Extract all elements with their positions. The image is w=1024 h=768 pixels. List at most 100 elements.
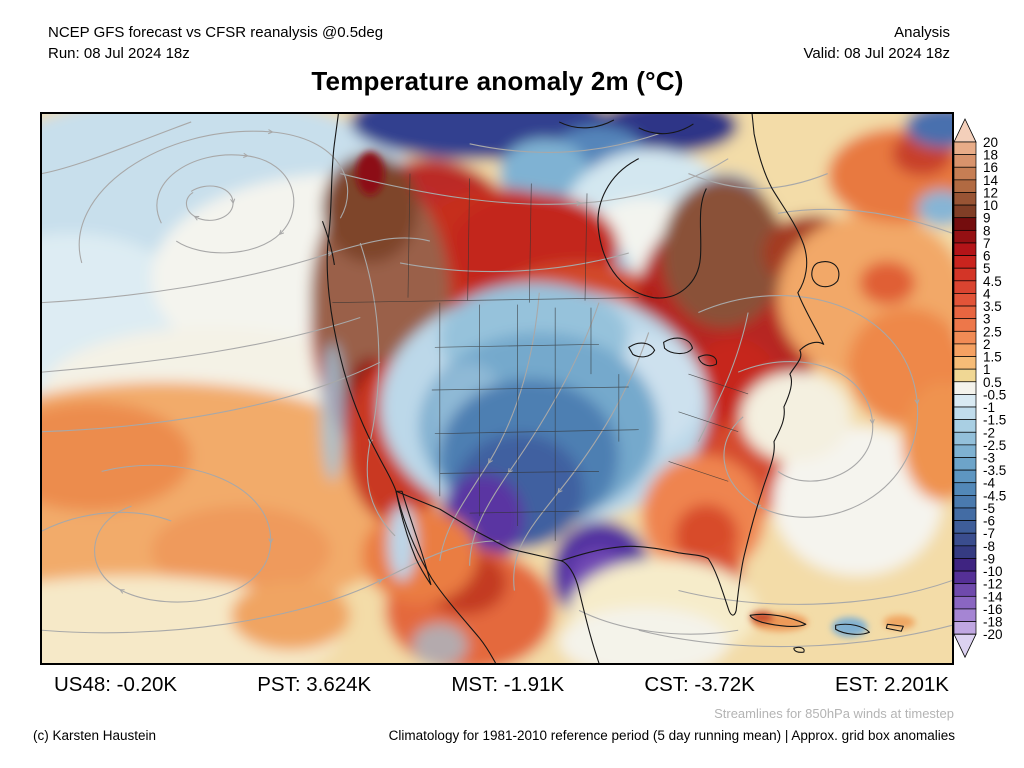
colorbar-segment: [953, 267, 977, 282]
colorbar-label: -0.5: [983, 387, 1006, 402]
stat-est: EST: 2.201K: [835, 673, 949, 696]
streamlines-note: Streamlines for 850hPa winds at timestep: [714, 706, 954, 721]
colorbar-segment: [953, 166, 977, 181]
colorbar-label: -3: [983, 451, 995, 466]
colorbar-segment: [953, 280, 977, 294]
colorbar-label: 3: [983, 312, 991, 327]
colorbar-label: -10: [983, 564, 1003, 579]
colorbar-segment: [953, 154, 977, 168]
streamlines: [42, 121, 952, 648]
state-borders: [332, 173, 749, 541]
colorbar-segment: [953, 583, 977, 597]
colorbar-label: -3.5: [983, 463, 1006, 478]
colorbar-label: 9: [983, 211, 991, 226]
colorbar-label: 4: [983, 286, 991, 301]
climatology-note: Climatology for 1981-2010 reference peri…: [388, 728, 955, 743]
colorbar-segment: [953, 368, 977, 383]
colorbar-segment: [953, 141, 977, 155]
colorbar-segment: [953, 242, 977, 256]
temperature-anomaly-map: [42, 114, 952, 663]
colorbar-segment: [953, 495, 977, 509]
colorbar-segment: [953, 406, 977, 420]
colorbar-label: 1.5: [983, 350, 1002, 365]
colorbar-label: 0.5: [983, 375, 1002, 390]
colorbar-label: 14: [983, 173, 999, 188]
stat-cst: CST: -3.72K: [644, 673, 755, 696]
colorbar-label: -1.5: [983, 413, 1006, 428]
stat-pst: PST: 3.624K: [257, 673, 372, 696]
colorbar-segment: [953, 394, 977, 408]
colorbar-label: 16: [983, 160, 998, 175]
colorbar-segment: [953, 482, 977, 496]
colorbar-segment: [953, 431, 977, 446]
map-frame: [40, 112, 954, 665]
colorbar-label: 10: [983, 198, 998, 213]
colorbar-segment: [953, 229, 977, 244]
colorbar-segment: [953, 595, 977, 610]
analysis-label: Analysis: [894, 24, 950, 41]
colorbar-segment: [953, 532, 977, 547]
colorbar-label: 12: [983, 185, 998, 200]
colorbar-label: -4.5: [983, 488, 1006, 503]
colorbar-label: 4.5: [983, 274, 1002, 289]
colorbar-segment: [953, 305, 977, 320]
valid-info: Valid: 08 Jul 2024 18z: [803, 45, 951, 62]
colorbar-segment: [953, 179, 977, 193]
colorbar-label: -20: [983, 627, 1003, 642]
copyright: (c) Karsten Haustein: [33, 728, 157, 743]
colorbar-segment: [953, 330, 977, 345]
colorbar-segment: [953, 192, 977, 206]
run-info: Run: 08 Jul 2024 18z: [48, 45, 190, 62]
colorbar-segment: [953, 356, 977, 370]
colorbar-label: -5: [983, 501, 995, 516]
colorbar-triangle-top: [953, 118, 977, 143]
colorbar-label: -16: [983, 602, 1003, 617]
colorbar-segment: [953, 520, 977, 534]
colorbar-segment: [953, 457, 977, 471]
colorbar-segment: [953, 204, 977, 219]
colorbar-label: -9: [983, 551, 995, 566]
colorbar-label: -14: [983, 589, 1003, 604]
colorbar-segment: [953, 318, 977, 332]
colorbar-label: -4: [983, 476, 995, 491]
header-right: Analysis Valid: 08 Jul 2024 18z: [804, 22, 951, 64]
colorbar-segment: [953, 343, 977, 357]
colorbar: 201816141210987654.543.532.521.510.5-0.5…: [953, 118, 1006, 659]
colorbar-segment: [953, 217, 977, 231]
stat-us48: US48: -0.20K: [54, 673, 178, 696]
colorbar-label: 2: [983, 337, 991, 352]
colorbar-segment: [953, 255, 977, 269]
colorbar-segment: [953, 621, 977, 635]
page-title: Temperature anomaly 2m (°C): [311, 66, 684, 96]
colorbar-segment: [953, 381, 977, 395]
colorbar-label: -2.5: [983, 438, 1006, 453]
colorbar-label: -7: [983, 526, 995, 541]
colorbar-label: 2.5: [983, 324, 1002, 339]
colorbar-segment: [953, 444, 977, 458]
colorbar-label: 3.5: [983, 299, 1002, 314]
colorbar-label: 7: [983, 236, 991, 251]
colorbar-triangle-bottom: [953, 633, 977, 659]
model-info: NCEP GFS forecast vs CFSR reanalysis @0.…: [48, 24, 384, 41]
colorbar-segment: [953, 570, 977, 585]
colorbar-label: -18: [983, 615, 1003, 630]
colorbar-label: 1: [983, 362, 991, 377]
region-stats: US48: -0.20K PST: 3.624K MST: -1.91K CST…: [40, 673, 955, 697]
coastlines: [321, 114, 904, 663]
colorbar-label: 6: [983, 249, 991, 264]
colorbar-segment: [953, 558, 977, 572]
colorbar-segment: [953, 419, 977, 433]
stat-mst: MST: -1.91K: [451, 673, 565, 696]
colorbar-segment: [953, 293, 977, 307]
header-left: NCEP GFS forecast vs CFSR reanalysis @0.…: [48, 22, 383, 64]
colorbar-segment: [953, 507, 977, 521]
colorbar-label: -6: [983, 514, 995, 529]
colorbar-label: -1: [983, 400, 995, 415]
colorbar-label: -12: [983, 577, 1003, 592]
anomaly-field: [42, 114, 952, 663]
colorbar-segment: [953, 545, 977, 559]
colorbar-segment: [953, 608, 977, 622]
colorbar-label: -2: [983, 425, 995, 440]
colorbar-label: 18: [983, 148, 998, 163]
